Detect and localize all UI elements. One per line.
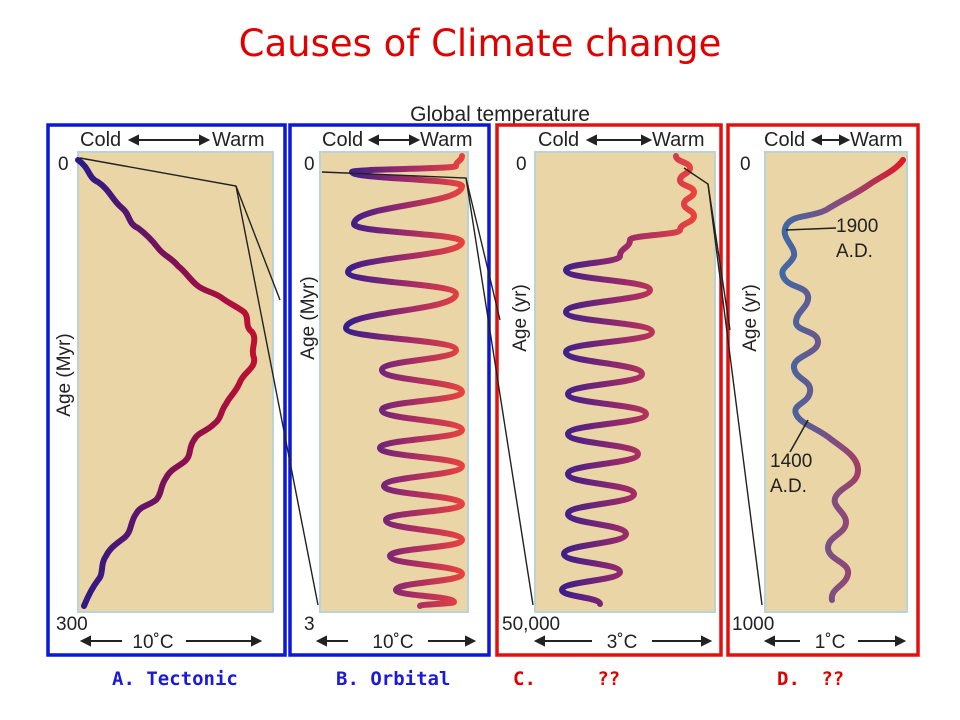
caption-c-letter: C. (513, 668, 536, 690)
caption-c-name: ?? (597, 668, 621, 690)
panel-d-ylabel: Age (yr) (740, 284, 761, 352)
panel-c-top-tick: 0 (516, 154, 527, 175)
panel-c-scale: 3˚C (607, 632, 638, 653)
annotation-1400-leader (789, 419, 809, 453)
panel-a-plot (77, 151, 274, 613)
panel-b-warm: Warm (420, 129, 473, 151)
panel-b-bottom-tick: 3 (304, 614, 315, 635)
panel-b-arrow-icon (367, 134, 421, 146)
panel-b-cold: Cold (322, 129, 363, 151)
panel-a-warm: Warm (212, 129, 265, 151)
annotation-1900-leader (785, 227, 837, 231)
panel-d-scale: 1˚C (815, 632, 846, 653)
panel-d-warm: Warm (850, 129, 903, 151)
connector-a-b-bottom (235, 185, 319, 606)
panel-d: Cold Warm 0 1000 Age (yr) 1˚C 1900 A.D. … (726, 123, 920, 657)
panel-b-top-tick: 0 (304, 154, 315, 175)
caption-a-name: Tectonic (146, 668, 238, 690)
panel-d-bottom-tick: 1000 (732, 614, 774, 635)
panel-c-cold: Cold (538, 129, 579, 151)
panel-b-frame (288, 123, 491, 657)
panel-d-top-tick: 0 (740, 154, 751, 175)
panel-b: Cold Warm 0 3 Age (Myr) 10˚C (288, 123, 491, 657)
panel-d-scale-arrow-icon (763, 635, 907, 647)
panel-d-arrow-icon (810, 134, 851, 146)
panel-d-cold: Cold (764, 129, 805, 151)
connector-c-d-bottom (707, 183, 763, 606)
slide-title: Causes of Climate change (238, 22, 722, 65)
panel-a-curve (75, 157, 258, 609)
caption-d: D. ?? (777, 668, 844, 690)
panel-a-bottom-tick: 300 (56, 614, 88, 635)
header-label: Global temperature (410, 103, 590, 126)
caption-b: B. Orbital (336, 668, 450, 690)
panel-a-cold: Cold (80, 129, 121, 151)
caption-a: A. Tectonic (112, 668, 238, 690)
caption-a-letter: A. (112, 668, 135, 690)
caption-d-name: ?? (821, 668, 845, 690)
annotation-1400-line1: 1400 (770, 451, 812, 472)
panel-a-arrow-icon (127, 134, 211, 146)
panel-c-frame (495, 123, 723, 657)
panel-b-scale-arrow-icon (315, 635, 477, 647)
panel-b-ylabel: Age (Myr) (298, 276, 319, 359)
connector-b-c-bottom (465, 177, 534, 606)
panel-c-warm: Warm (652, 129, 705, 151)
panel-c-bottom-tick: 50,000 (502, 614, 560, 635)
caption-d-letter: D. (777, 668, 800, 690)
panel-a-top-tick: 0 (58, 154, 69, 175)
panel-c: Cold Warm 0 50,000 Age (yr) 3˚C (495, 123, 723, 657)
panel-b-curve (343, 153, 465, 609)
annotation-1400-line2: A.D. (770, 476, 807, 497)
panel-a-frame (46, 123, 287, 657)
zoom-connectors (79, 157, 763, 606)
panel-a-ylabel: Age (Myr) (54, 333, 75, 416)
panel-c-scale-arrow-icon (533, 635, 713, 647)
panel-c-ylabel: Age (yr) (510, 284, 531, 352)
annotation-1900-line2: A.D. (836, 241, 873, 262)
panel-c-arrow-icon (585, 134, 653, 146)
panel-a-scale-arrow-icon (79, 635, 263, 647)
caption-b-name: Orbital (370, 668, 451, 690)
panel-a-scale: 10˚C (132, 632, 173, 653)
caption-c: C. ?? (513, 668, 620, 690)
panel-b-scale: 10˚C (372, 632, 413, 653)
annotation-1900-line1: 1900 (836, 216, 878, 237)
panel-c-curve (559, 153, 697, 607)
panel-d-frame (726, 123, 920, 657)
panel-a: Cold Warm 0 300 Age (Myr) 10˚C (46, 123, 287, 657)
panel-d-curve (779, 157, 906, 603)
caption-b-letter: B. (336, 668, 359, 690)
